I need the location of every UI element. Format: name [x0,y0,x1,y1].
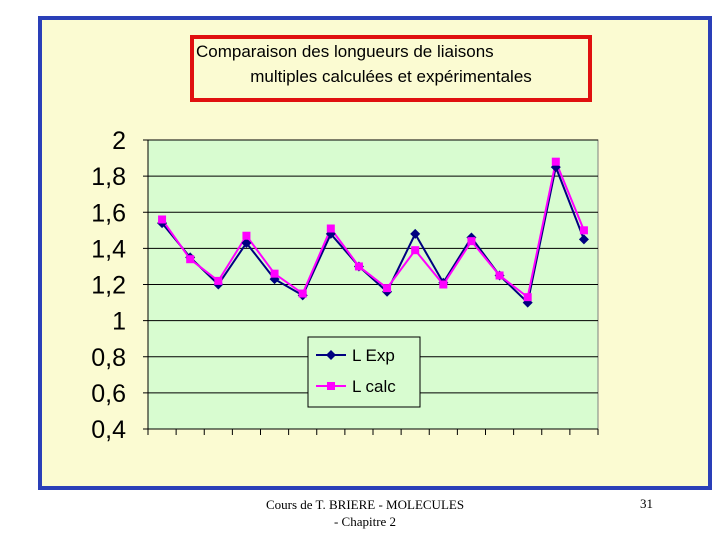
data-point-l-exp [410,228,421,239]
y-tick-label: 0,6 [91,380,126,408]
y-tick-label: 1,6 [91,199,126,227]
footer-text: Cours de T. BRIERE - MOLECULES - Chapitr… [240,496,490,530]
data-point-l-calc [467,237,476,246]
series-line-l-exp [161,163,585,305]
footer-line-2: - Chapitre 2 [333,514,397,529]
series-line-l-calc [161,158,585,299]
data-point-l-calc [298,289,307,298]
data-point-l-calc [326,224,335,233]
data-point-l-calc [270,269,279,278]
data-point-l-calc [354,262,363,271]
data-point-l-calc [383,284,392,293]
data-point-l-exp [578,234,589,245]
chart-title-line-1: Comparaison des longueurs de liaisons [196,42,494,61]
data-point-l-calc [242,231,251,240]
data-point-l-calc [523,293,532,302]
y-tick-label: 2 [112,127,126,155]
legend-marker-l-exp [326,350,336,360]
legend-label: L Exp [352,346,395,365]
page-number: 31 [640,496,653,511]
data-point-l-calc [551,157,560,166]
footer-line-1: Cours de T. BRIERE - MOLECULES [265,497,465,512]
y-tick-label: 1 [112,308,126,336]
data-point-l-calc [579,226,588,235]
y-tick-label: 1,4 [91,235,126,263]
y-tick-label: 0,8 [91,344,126,372]
data-point-l-calc [439,280,448,289]
data-point-l-calc [158,215,167,224]
y-tick-label: 0,4 [91,416,126,444]
data-point-l-calc [214,276,223,285]
chart-title-box: Comparaison des longueurs de liaisons mu… [190,35,592,102]
data-point-l-calc [411,246,420,255]
legend-marker-l-calc [327,382,335,390]
data-point-l-exp [241,237,252,248]
data-point-l-calc [186,255,195,264]
legend-label: L calc [352,377,396,396]
data-point-l-calc [495,271,504,280]
y-tick-label: 1,2 [91,272,126,300]
y-tick-label: 1,8 [91,163,126,191]
legend-box [307,336,421,408]
chart-title-line-2: multiples calculées et expérimentales [250,67,532,86]
